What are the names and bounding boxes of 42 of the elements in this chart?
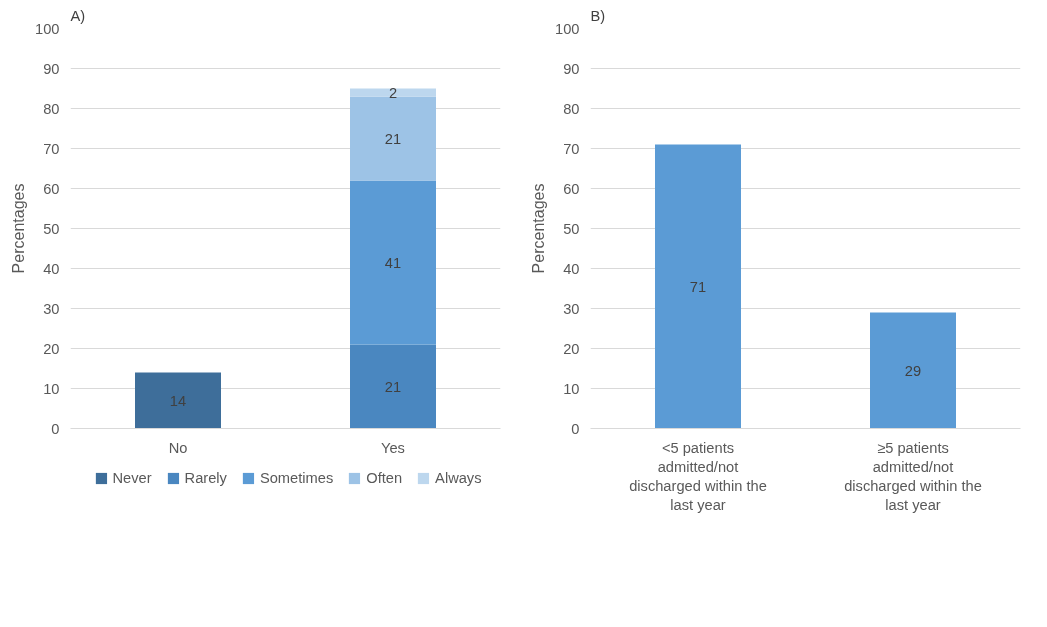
data-label: 71	[689, 278, 707, 295]
y-tick-label: 60	[563, 180, 580, 197]
data-label: 2	[388, 84, 398, 101]
y-tick-label: 40	[43, 260, 60, 277]
y-tick-label: 10	[43, 380, 60, 397]
chart-title: A)	[70, 7, 86, 24]
y-tick-label: 90	[563, 60, 580, 77]
data-label: 41	[384, 254, 402, 271]
x-tick-label: ≥5 patients admitted/not discharged within the last year	[844, 439, 982, 514]
y-tick-label: 30	[43, 300, 60, 317]
data-label: 29	[904, 362, 922, 379]
y-tick-label: 0	[571, 420, 580, 437]
data-label: 14	[169, 392, 187, 409]
legend-label: Never	[112, 470, 152, 486]
y-axis-title: Percentages	[10, 183, 28, 274]
y-tick-label: 80	[563, 100, 580, 117]
x-tick-label: Yes	[381, 439, 405, 456]
data-label: 21	[384, 130, 402, 147]
x-tick-label: <5 patients admitted/not discharged within the last year	[629, 439, 767, 514]
y-tick-label: 100	[555, 20, 580, 37]
legend-label: Sometimes	[259, 470, 334, 486]
y-tick-label: 40	[563, 260, 580, 277]
y-tick-label: 100	[35, 20, 60, 37]
y-tick-label: 80	[43, 100, 60, 117]
y-tick-label: 50	[43, 220, 60, 237]
x-tick-label: No	[168, 439, 188, 456]
y-tick-label: 0	[51, 420, 60, 437]
y-tick-label: 20	[43, 340, 60, 357]
y-tick-label: 20	[563, 340, 580, 357]
data-label: 21	[384, 378, 402, 395]
y-tick-label: 60	[43, 180, 60, 197]
y-tick-label: 90	[43, 60, 60, 77]
y-axis-title: Percentages	[530, 183, 548, 274]
y-tick-label: 70	[43, 140, 60, 157]
y-tick-label: 30	[563, 300, 580, 317]
y-tick-label: 70	[563, 140, 580, 157]
y-tick-label: 50	[563, 220, 580, 237]
y-tick-label: 10	[563, 380, 580, 397]
legend-label: Rarely	[184, 470, 227, 486]
legend-label: Often	[366, 470, 403, 486]
legend-label: Always	[435, 470, 482, 486]
chart-title: B)	[590, 7, 606, 24]
